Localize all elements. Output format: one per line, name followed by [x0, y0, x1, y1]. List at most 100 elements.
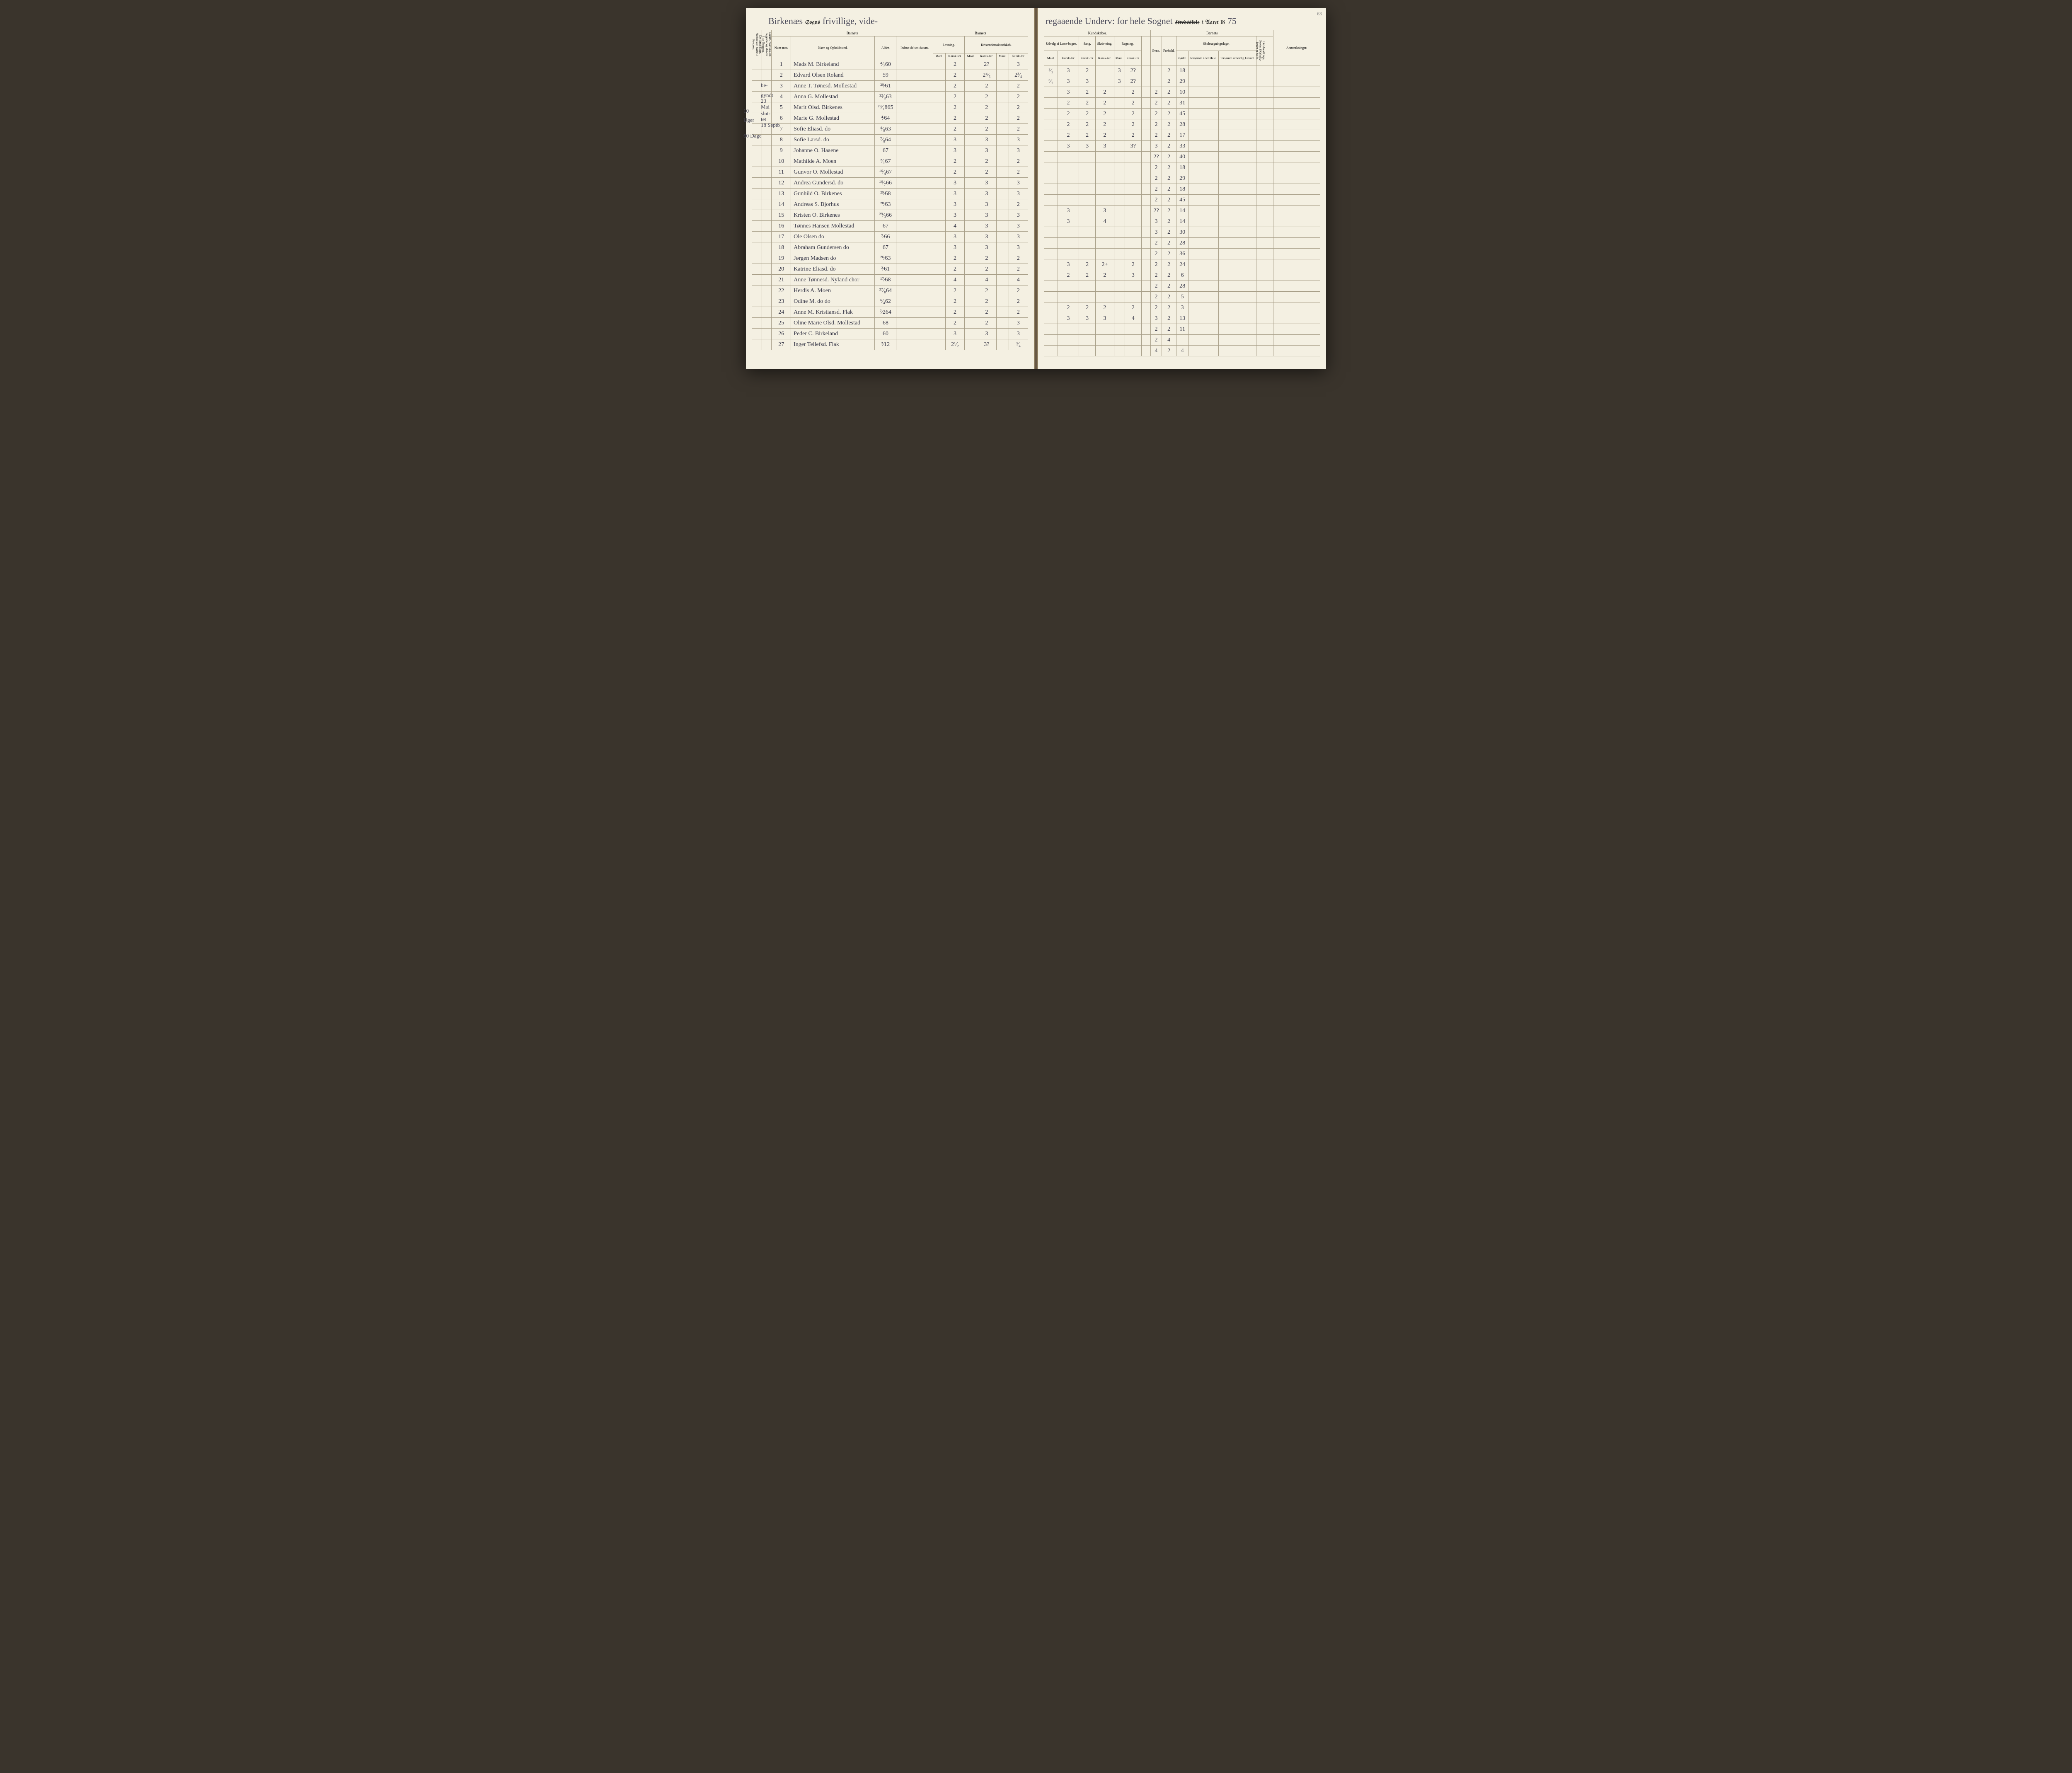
cell-sang [1079, 238, 1096, 249]
cell-evne: 4 [1151, 346, 1162, 356]
cell-nummer: 21 [772, 275, 791, 285]
cell-forhold: 2 [1162, 87, 1176, 98]
cell-fors-l [1218, 302, 1256, 313]
cell-alder: ²⁹⁄68 [875, 189, 896, 199]
col-datum: Datum, naar Sko-len begynder og slut-ter… [762, 30, 772, 59]
cell-blank2 [1265, 130, 1273, 141]
left-page: Birkenæs Sogns frivillige, vide- 10Uger6… [746, 8, 1034, 369]
far-margin-note: 60 Dage [743, 133, 762, 139]
cell-reg-m [1114, 313, 1125, 324]
cell-modte: 3 [1176, 302, 1188, 313]
cell-udv-k [1058, 227, 1079, 238]
table-row: 2218 [1044, 184, 1320, 195]
cell-navn: Johanne O. Haaene [791, 145, 875, 156]
cell-nummer: 2 [772, 70, 791, 81]
cell-blank [1141, 87, 1151, 98]
cell-blank [1141, 292, 1151, 302]
cell-blank [1141, 109, 1151, 119]
cell-blank2 [1265, 119, 1273, 130]
table-row: 5Marit Olsd. Birkenes²⁹⁄₁865222 [752, 102, 1028, 113]
cell-tro-m [996, 318, 1009, 329]
group-sang: Sang. [1079, 36, 1096, 51]
cell-anm [1273, 346, 1320, 356]
cell-bib-k: 2 [977, 81, 996, 92]
year: 75 [1227, 16, 1237, 27]
cell-bib-k: 2 [977, 285, 996, 296]
cell-nummer: 4 [772, 92, 791, 102]
cell-bib-m [965, 232, 977, 242]
cell-datum [762, 221, 772, 232]
cell-fors-l [1218, 65, 1256, 76]
cell-reg-k: 2 [1125, 259, 1141, 270]
cell-reg-k [1125, 324, 1141, 335]
cell-udv-m [1044, 281, 1058, 292]
cell-navn: Odine M. do do [791, 296, 875, 307]
cell-indtr [896, 296, 933, 307]
cell-blank [1141, 76, 1151, 87]
table-row: 2Edvard Olsen Roland5922⁴⁄₅2³⁄₄ [752, 70, 1028, 81]
cell-tro-m [996, 199, 1009, 210]
cell-bib-k: 3 [977, 242, 996, 253]
cell-fors-l [1218, 346, 1256, 356]
cell-sang: 2 [1079, 130, 1096, 141]
cell-fors-l [1218, 173, 1256, 184]
cell-alder: ⁷⁄₈64 [875, 135, 896, 145]
cell-udv-m [1044, 195, 1058, 206]
cell-fors-l [1218, 130, 1256, 141]
cell-reg-m [1114, 119, 1125, 130]
cell-tro-m [996, 329, 1009, 339]
group-barnets2: Barnets [933, 30, 1028, 36]
cell-anm [1273, 227, 1320, 238]
cell-reg-m [1114, 270, 1125, 281]
cell-bib-k: 2? [977, 59, 996, 70]
col-forhold: Forhold. [1162, 36, 1176, 65]
cell-laes-m [933, 242, 945, 253]
cell-udv-k [1058, 335, 1079, 346]
cell-blank [1141, 184, 1151, 195]
cell-navn: Katrine Eliasd. do [791, 264, 875, 275]
cell-bib-m [965, 113, 977, 124]
cell-udv-k: 2 [1058, 98, 1079, 109]
group-barnets1: Barnets [772, 30, 933, 36]
cell-antal [752, 178, 762, 189]
cell-blank2 [1265, 270, 1273, 281]
table-row: 22Herdis A. Moen²⁷⁄₈64222 [752, 285, 1028, 296]
cell-laes-m [933, 285, 945, 296]
cell-blank2 [1265, 206, 1273, 216]
cell-udv-m [1044, 313, 1058, 324]
cell-fors-h [1188, 87, 1218, 98]
table-row: 225 [1044, 292, 1320, 302]
cell-kirke [1256, 109, 1265, 119]
cell-laes-k: 2 [945, 253, 964, 264]
cell-bib-m [965, 199, 977, 210]
cell-nummer: 15 [772, 210, 791, 221]
cell-indtr [896, 113, 933, 124]
cell-udv-k [1058, 292, 1079, 302]
cell-reg-k: 3? [1125, 141, 1141, 152]
table-row: 343214 [1044, 216, 1320, 227]
cell-udv-k [1058, 195, 1079, 206]
cell-anm [1273, 130, 1320, 141]
cell-laes-k: 2 [945, 102, 964, 113]
cell-sang [1079, 162, 1096, 173]
col-bibel-karak: Karak-ter. [977, 53, 996, 59]
cell-evne [1151, 65, 1162, 76]
cell-tro-m [996, 102, 1009, 113]
cell-udv-m [1044, 109, 1058, 119]
cell-fors-l [1218, 98, 1256, 109]
cell-reg-k [1125, 292, 1141, 302]
cell-bib-k: 3 [977, 210, 996, 221]
cell-sang: 2 [1079, 98, 1096, 109]
cell-datum [762, 59, 772, 70]
cell-nummer: 26 [772, 329, 791, 339]
cell-nummer: 13 [772, 189, 791, 199]
table-row: 332?214 [1044, 206, 1320, 216]
cell-laes-m [933, 221, 945, 232]
cell-evne: 2? [1151, 152, 1162, 162]
cell-reg-m [1114, 109, 1125, 119]
cell-blank2 [1265, 195, 1273, 206]
cell-datum [762, 307, 772, 318]
cell-navn: Marie G. Mollestad [791, 113, 875, 124]
cell-tro-k: 3 [1009, 232, 1028, 242]
cell-fors-l [1218, 335, 1256, 346]
